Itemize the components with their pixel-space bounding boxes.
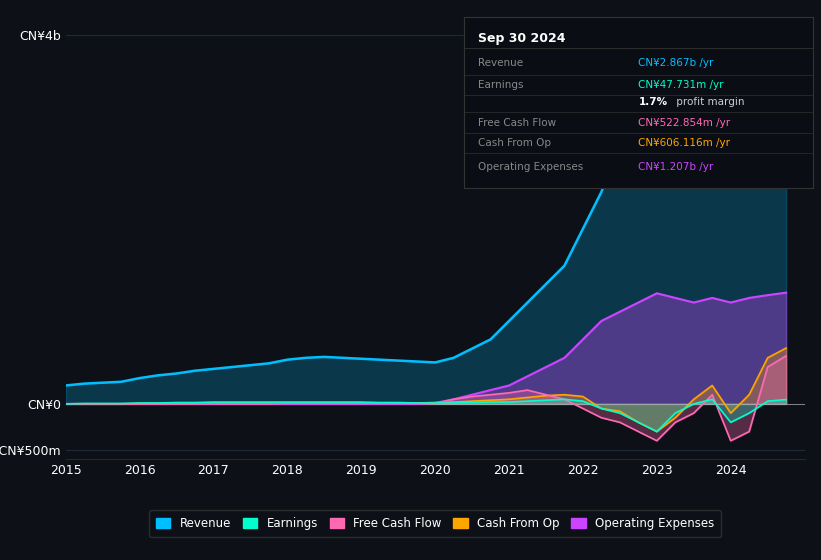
Text: CN¥1.207b /yr: CN¥1.207b /yr xyxy=(639,162,713,172)
Text: CN¥47.731m /yr: CN¥47.731m /yr xyxy=(639,80,724,90)
Text: 1.7%: 1.7% xyxy=(639,97,667,107)
Text: CN¥2.867b /yr: CN¥2.867b /yr xyxy=(639,58,713,68)
Text: Earnings: Earnings xyxy=(478,80,523,90)
Text: CN¥522.854m /yr: CN¥522.854m /yr xyxy=(639,118,731,128)
Legend: Revenue, Earnings, Free Cash Flow, Cash From Op, Operating Expenses: Revenue, Earnings, Free Cash Flow, Cash … xyxy=(149,510,722,538)
Text: CN¥606.116m /yr: CN¥606.116m /yr xyxy=(639,138,731,148)
Text: profit margin: profit margin xyxy=(673,97,745,107)
Text: Sep 30 2024: Sep 30 2024 xyxy=(478,32,566,45)
Text: Free Cash Flow: Free Cash Flow xyxy=(478,118,556,128)
Text: Revenue: Revenue xyxy=(478,58,523,68)
Text: Cash From Op: Cash From Op xyxy=(478,138,551,148)
Text: Operating Expenses: Operating Expenses xyxy=(478,162,583,172)
